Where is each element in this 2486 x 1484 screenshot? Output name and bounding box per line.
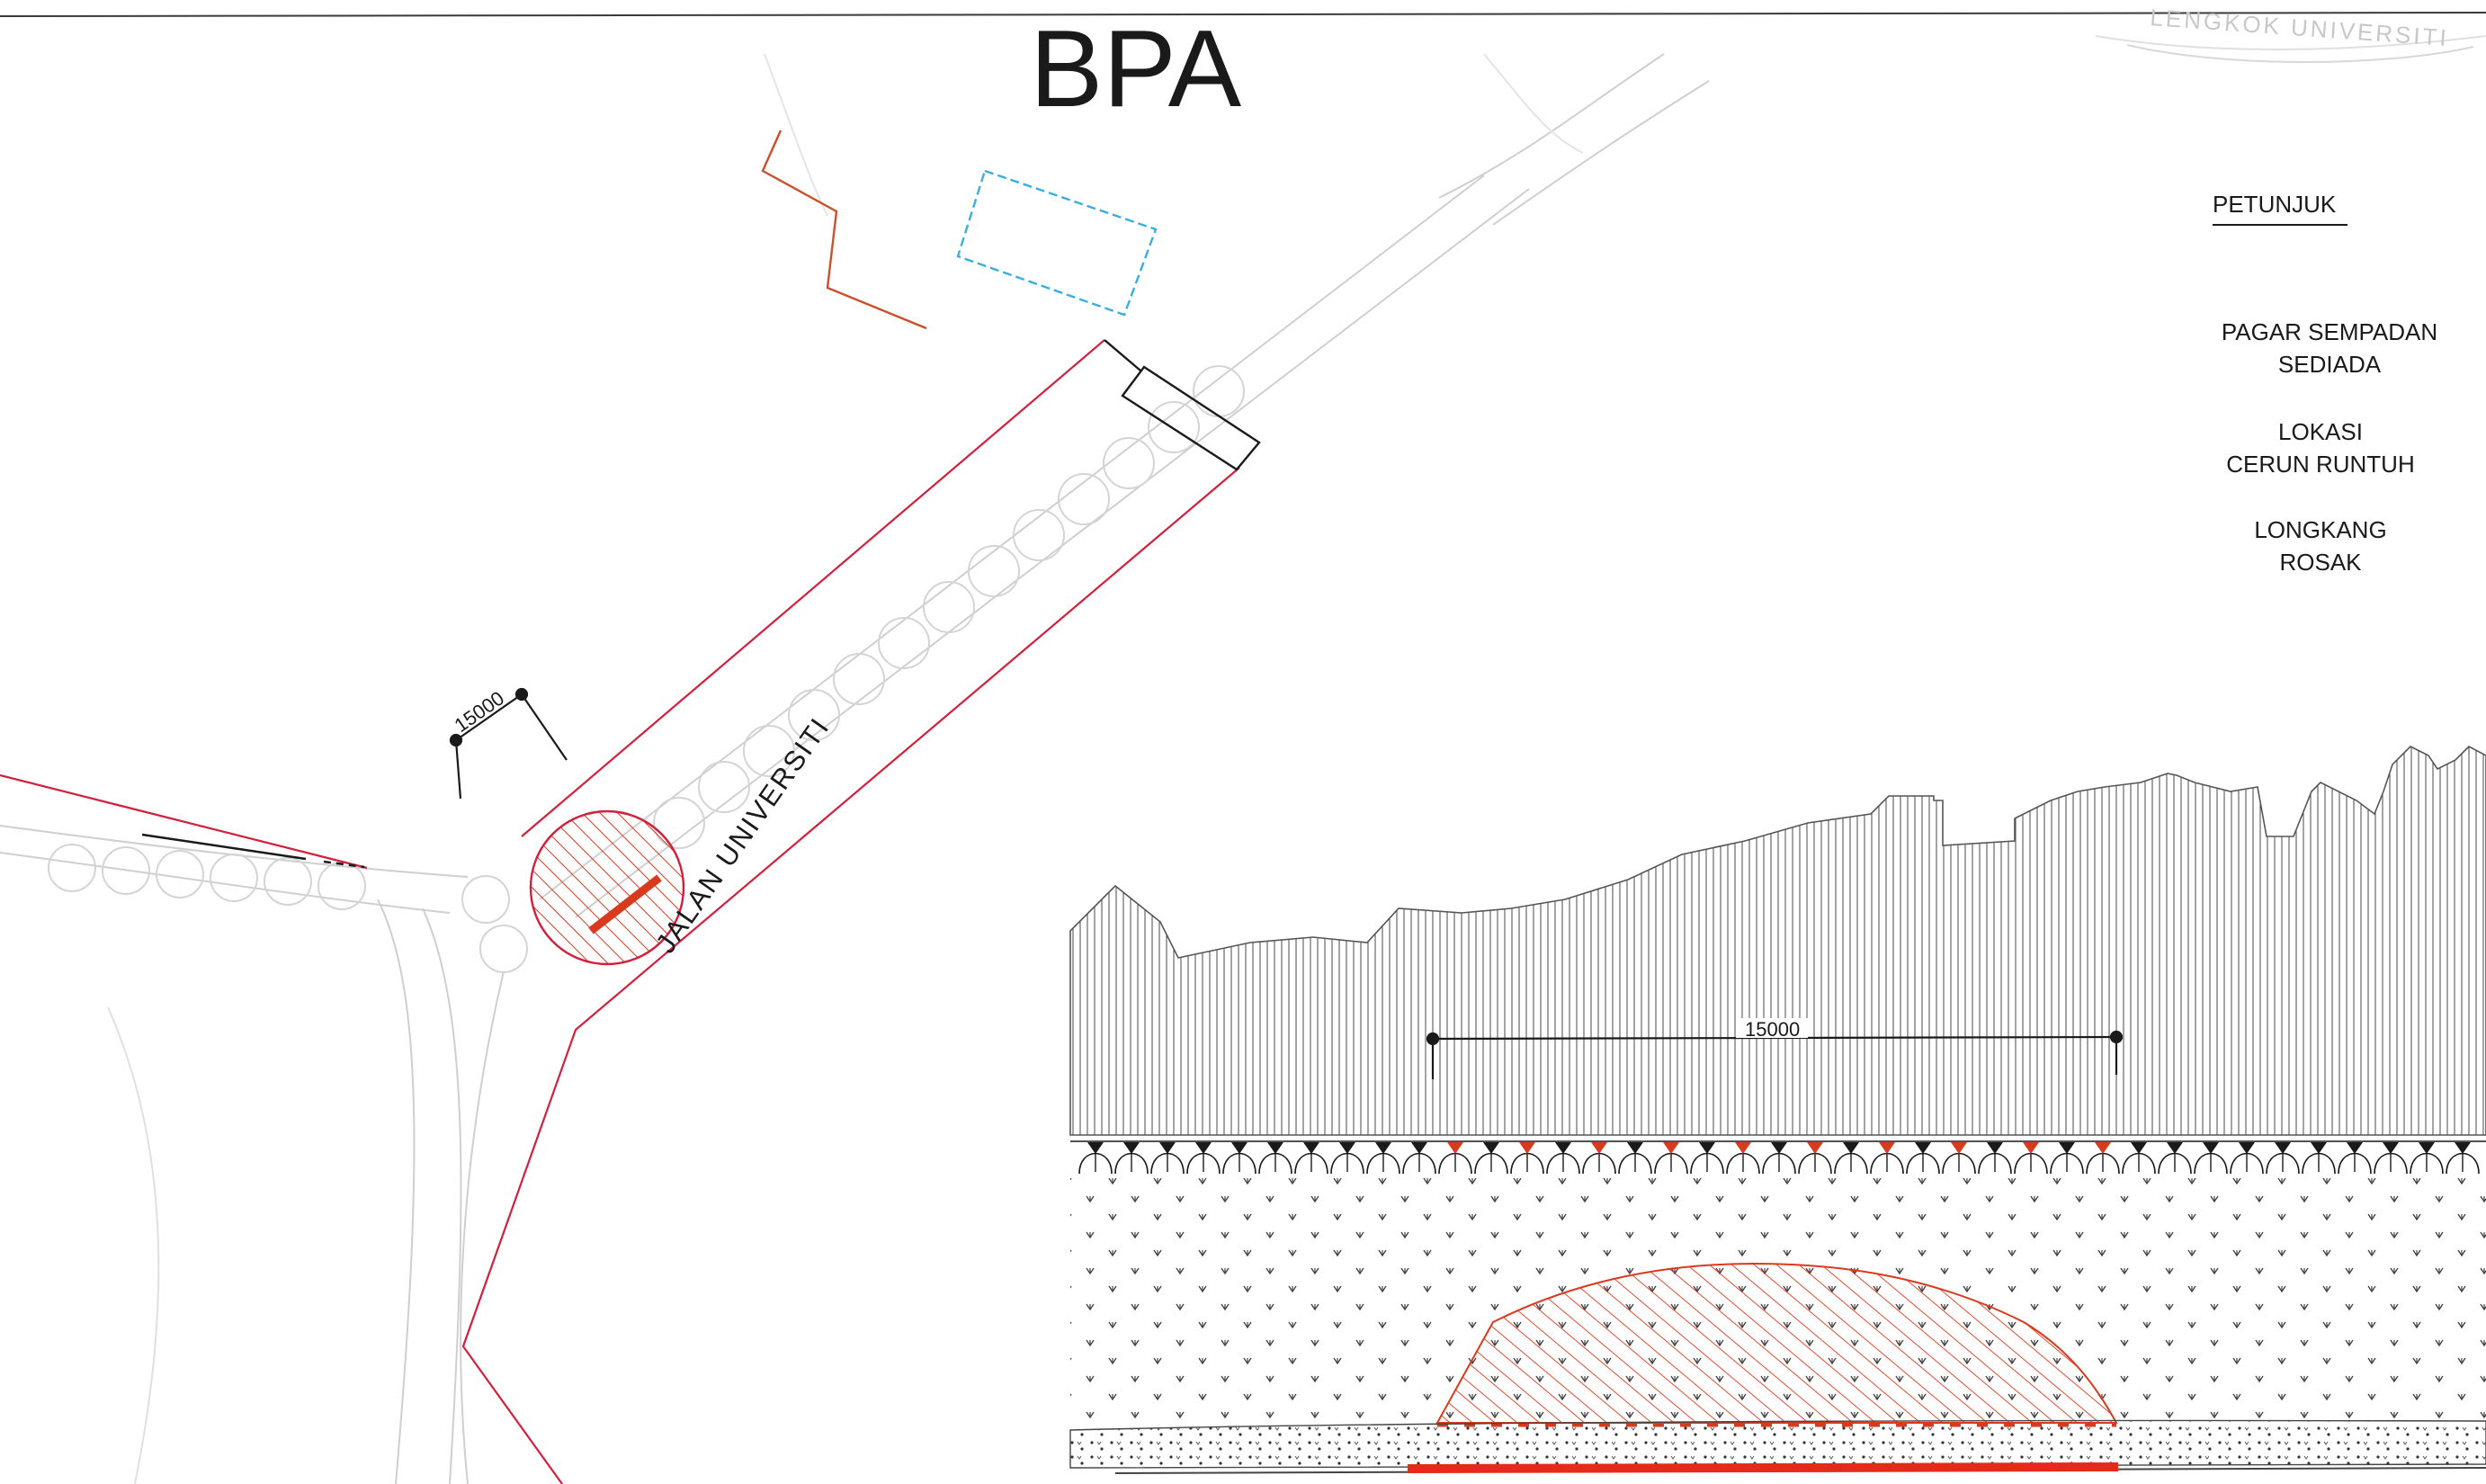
old-fence-line	[761, 130, 927, 330]
legend-item-failure-line1: LOKASI	[2278, 418, 2363, 445]
slope-failure-location	[529, 809, 685, 966]
section-dimension-label: 15000	[1745, 1018, 1800, 1041]
tree-crown	[1186, 1142, 1221, 1175]
tree-crown-row	[1070, 1140, 2486, 1175]
tree-crown	[1762, 1142, 1796, 1175]
tree-crown	[1510, 1142, 1544, 1175]
tree-crown	[1078, 1142, 1113, 1175]
plan-dimension	[449, 687, 568, 800]
building-outline	[956, 169, 1158, 317]
tree-crown	[1906, 1142, 1940, 1175]
legend-item-drain-line1: LONGKANG	[2254, 516, 2386, 543]
tree-crown	[1654, 1142, 1688, 1175]
tree-crown	[1870, 1142, 1904, 1175]
tree-crown	[2194, 1142, 2228, 1175]
tree-crown	[2410, 1142, 2444, 1175]
section-dimension-label-bg	[1736, 1018, 1808, 1038]
legend-item-fence-line1: PAGAR SEMPADAN	[2222, 318, 2437, 345]
tree-crown	[1726, 1142, 1760, 1175]
existing-boundary-fence	[0, 339, 1240, 1484]
tree-crown	[1294, 1142, 1328, 1175]
tree-crown	[2446, 1142, 2480, 1175]
tree-crown	[2158, 1142, 2192, 1175]
tree-crown	[1942, 1142, 1976, 1175]
legend-item-fence-line2: SEDIADA	[2278, 351, 2382, 378]
tree-crown	[1582, 1142, 1616, 1175]
tree-crown	[1978, 1142, 2012, 1175]
tree-crown	[1366, 1142, 1400, 1175]
tree-crown	[1690, 1142, 1724, 1175]
vegetation-band	[1069, 746, 2486, 1136]
tree-crown	[2122, 1142, 2156, 1175]
tree-crown	[1222, 1142, 1256, 1175]
tree-crown	[1258, 1142, 1292, 1175]
tree-crown	[1330, 1142, 1364, 1175]
tree-crown	[1474, 1142, 1508, 1175]
legend-item-failure-line2: CERUN RUNTUH	[2226, 451, 2414, 478]
watermark-stamp: LENGKOK UNIVERSITI	[2150, 4, 2450, 51]
tree-crown	[1798, 1142, 1832, 1175]
sheet-border	[0, 12, 2486, 17]
slope-elevation-view: 15000	[1069, 746, 2486, 1474]
drawing-title: BPA	[1030, 7, 1242, 130]
tree-crown	[2014, 1142, 2048, 1175]
tree-crown	[1834, 1142, 1868, 1175]
gravel-strip	[1069, 1419, 2486, 1469]
existing-road-linework	[0, 35, 2486, 1484]
tree-crown	[1546, 1142, 1580, 1175]
tree-crown	[1150, 1142, 1185, 1175]
tree-crown	[1618, 1142, 1652, 1175]
drain-line-left	[141, 833, 365, 869]
road-label: JALAN UNIVERSITI	[649, 711, 836, 959]
tree-crown	[2302, 1142, 2336, 1175]
tree-crown	[2050, 1142, 2084, 1175]
damaged-drain	[1407, 1462, 2119, 1473]
tree-crown	[2338, 1142, 2372, 1175]
stamp-underline	[2126, 44, 2474, 63]
tree-crown	[1438, 1142, 1472, 1175]
slope-failure-mass	[1435, 1262, 2118, 1424]
tree-crown	[2230, 1142, 2264, 1175]
plan-dimension-label: 15000	[451, 687, 508, 738]
tree-crown	[1402, 1142, 1436, 1175]
legend: PETUNJUK PAGAR SEMPADAN SEDIADA LOKASI C…	[2213, 191, 2437, 576]
legend-item-drain-line2: ROSAK	[2279, 549, 2362, 576]
legend-heading: PETUNJUK	[2213, 191, 2337, 218]
tree-crown	[2374, 1142, 2408, 1175]
culvert-box	[1104, 339, 1261, 471]
tree-crown	[1114, 1142, 1149, 1175]
tree-crown	[2086, 1142, 2120, 1175]
tree-crown	[2266, 1142, 2300, 1175]
